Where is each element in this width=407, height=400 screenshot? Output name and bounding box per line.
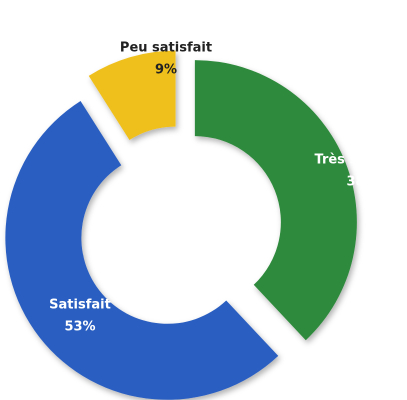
donut-slice bbox=[88, 50, 176, 141]
slice-label: Très satisfait bbox=[315, 153, 407, 168]
slice-value: 38% bbox=[346, 175, 377, 190]
slice-label: Satisfait bbox=[49, 298, 111, 313]
donut-slice bbox=[5, 101, 279, 400]
slice-label: Peu satisfait bbox=[120, 41, 212, 56]
slice-value: 9% bbox=[155, 63, 177, 78]
slice-value: 53% bbox=[64, 320, 95, 335]
donut-slice bbox=[194, 60, 357, 341]
